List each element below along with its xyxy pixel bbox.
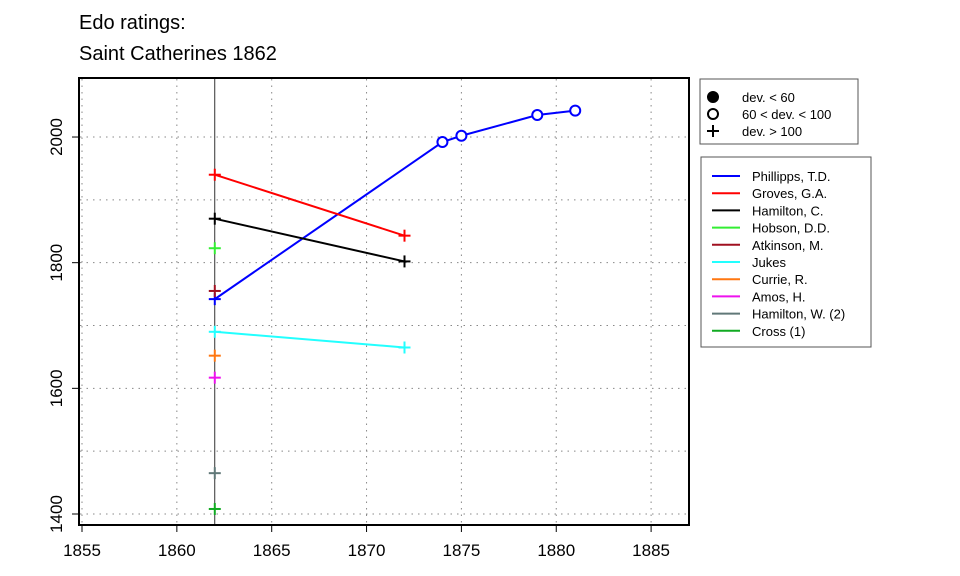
series-legend-label: Cross (1) — [752, 324, 805, 339]
series-legend-label: Jukes — [752, 255, 786, 270]
data-point — [208, 467, 221, 480]
series-line — [214, 109, 576, 300]
series-legend-label: Amos, H. — [752, 289, 805, 304]
series-line — [214, 217, 405, 263]
data-point — [208, 242, 221, 255]
data-point — [208, 371, 221, 384]
data-point — [208, 502, 221, 515]
data-point — [455, 129, 468, 142]
series-0 — [208, 104, 582, 306]
data-point — [208, 284, 221, 297]
series-4 — [208, 284, 221, 297]
x-tick-label: 1875 — [442, 541, 480, 560]
series-legend-label: Hamilton, C. — [752, 203, 824, 218]
x-tick-label: 1855 — [63, 541, 101, 560]
series-legend-label: Groves, G.A. — [752, 186, 827, 201]
data-point — [569, 104, 582, 117]
data-point — [208, 325, 221, 338]
data-point — [531, 109, 544, 122]
x-tick-label: 1865 — [253, 541, 291, 560]
series-legend-label: Hamilton, W. (2) — [752, 307, 845, 322]
series-6 — [208, 349, 221, 362]
x-tick-label: 1885 — [632, 541, 670, 560]
series-legend-label: Hobson, D.D. — [752, 221, 830, 236]
series-line — [214, 173, 405, 237]
series-2 — [208, 212, 411, 268]
y-tick-label: 1600 — [47, 369, 66, 407]
series-legend-label: Atkinson, M. — [752, 238, 824, 253]
data-point — [398, 229, 411, 242]
y-tick-label: 1400 — [47, 495, 66, 533]
chart-title-line1: Edo ratings: — [79, 12, 186, 34]
plot-frame — [78, 77, 690, 526]
series-legend-label: Currie, R. — [752, 272, 808, 287]
series-1 — [208, 168, 411, 242]
legend-marker-filled-circle — [707, 91, 719, 103]
legend-marker-plus — [707, 125, 719, 137]
series-legend-label: Phillipps, T.D. — [752, 169, 831, 184]
data-point — [436, 136, 449, 149]
series-9 — [208, 502, 221, 515]
data-point — [398, 341, 411, 354]
y-tick-label: 2000 — [47, 118, 66, 156]
marker-legend-label: dev. < 60 — [742, 90, 795, 105]
x-tick-label: 1880 — [537, 541, 575, 560]
series-line — [214, 330, 405, 349]
chart-title-line2: Saint Catherines 1862 — [79, 43, 277, 65]
series-legend-box — [700, 156, 872, 348]
x-tick-label: 1870 — [348, 541, 386, 560]
x-tick-label: 1860 — [158, 541, 196, 560]
data-point — [208, 349, 221, 362]
y-tick-label: 1800 — [47, 244, 66, 282]
marker-legend-label: 60 < dev. < 100 — [742, 107, 831, 122]
series-8 — [208, 467, 221, 480]
marker-legend-box — [699, 78, 859, 145]
legend-marker-open-circle — [707, 108, 719, 120]
series-7 — [208, 371, 221, 384]
data-point — [208, 212, 221, 225]
series-5 — [208, 325, 411, 354]
data-point — [208, 168, 221, 181]
marker-legend-label: dev. > 100 — [742, 124, 802, 139]
series-3 — [208, 242, 221, 255]
data-point — [398, 255, 411, 268]
